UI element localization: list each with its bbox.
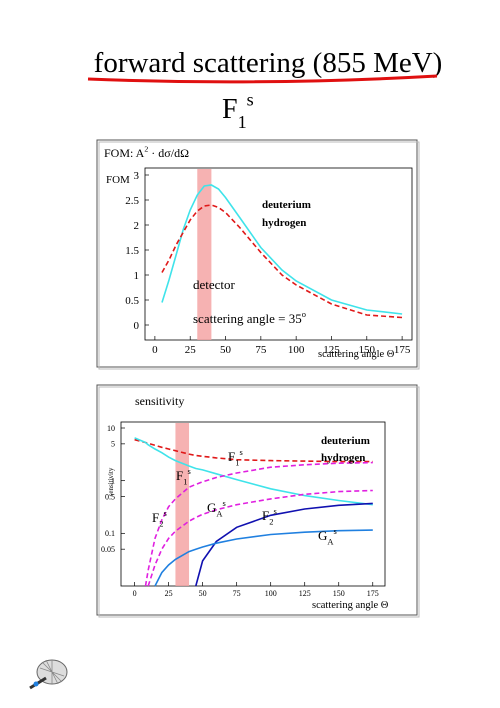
x-tick-label: 25 — [165, 589, 173, 598]
panel-frame — [96, 384, 418, 616]
x-tick-label: 175 — [394, 344, 411, 356]
panel-label: FOM: A2 · dσ/dΩ — [104, 145, 189, 160]
curve-label: F1s — [176, 466, 191, 486]
subtitle-part: F — [222, 94, 238, 125]
curve-label-part: G — [318, 528, 327, 543]
curve-label-part: F — [228, 449, 235, 464]
series-line — [134, 438, 373, 463]
curve-label-part: F — [262, 508, 269, 523]
annotation: scattering angle = 35o — [193, 309, 306, 326]
y-tick-label: 10 — [107, 424, 115, 433]
y-axis-label: sensitivity — [107, 467, 115, 496]
y-tick-label: 0.1 — [105, 529, 115, 538]
series-line — [134, 437, 373, 506]
curve-label: F1s — [228, 447, 243, 467]
legend-entry: hydrogen — [262, 217, 306, 229]
annotation-part: scattering angle = 35 — [193, 311, 302, 326]
detector-band — [175, 423, 190, 586]
curve-label-part: F — [176, 468, 183, 483]
curve-label-part: 2 — [159, 519, 163, 529]
x-tick-label: 0 — [133, 589, 137, 598]
x-tick-label: 100 — [288, 344, 305, 356]
curve-label-part: s — [222, 498, 225, 508]
curve-label: F2s — [152, 508, 167, 528]
x-axis-label: scattering angle Θ — [312, 600, 389, 611]
legend-entry: hydrogen — [321, 452, 365, 464]
curve-label: GAs — [318, 526, 337, 546]
curve-label-part: 1 — [183, 477, 187, 487]
y-tick-label: 1 — [134, 270, 140, 282]
legend-entry: deuterium — [321, 435, 370, 447]
plot-frame — [144, 167, 413, 341]
series-line — [161, 184, 403, 315]
x-tick-label: 50 — [220, 344, 232, 356]
curve-label-part: s — [187, 466, 190, 476]
curve-label-part: A — [327, 537, 334, 547]
subtitle-part: s — [247, 89, 254, 109]
logo — [29, 659, 68, 690]
x-tick-label: 75 — [255, 344, 267, 356]
panel-label-part: sensitivity — [135, 394, 184, 408]
y-tick-label: 2.5 — [125, 195, 139, 207]
y-tick-label: 5 — [111, 440, 115, 449]
panel-shadow — [98, 141, 420, 370]
curve-label-part: A — [216, 509, 223, 519]
x-tick-label: 50 — [199, 589, 207, 598]
annotation-part: o — [302, 309, 306, 319]
curve-label-part: s — [333, 526, 336, 536]
panel-label-part: FOM: A — [104, 146, 145, 160]
title: forward scattering (855 MeV) — [94, 47, 443, 79]
subtitle: F1s — [222, 89, 254, 131]
x-tick-label: 25 — [185, 344, 197, 356]
title-underline — [87, 74, 438, 84]
curve-label-part: s — [273, 506, 276, 516]
y-tick-label: 0.5 — [125, 295, 139, 307]
y-axis-label: FOM — [106, 174, 130, 186]
curve-label-part: 1 — [235, 458, 239, 468]
series-line — [147, 489, 373, 587]
legend-entry: deuterium — [262, 199, 311, 211]
y-tick-label: 0.05 — [101, 545, 115, 554]
subtitle-part: 1 — [238, 112, 247, 132]
curve-label-part: F — [152, 510, 159, 525]
plot-frame — [120, 421, 386, 587]
curve-label-part: 2 — [269, 517, 273, 527]
y-tick-label: 2 — [134, 220, 140, 232]
panel-label-part: 2 — [144, 145, 148, 154]
x-tick-label: 125 — [323, 344, 340, 356]
y-tick-label: 1.5 — [125, 245, 139, 257]
y-tick-label: 3 — [134, 170, 140, 182]
curve-label: F2s — [262, 506, 277, 526]
annotation: detector — [193, 277, 236, 292]
x-axis-label: scattering angle Θ — [318, 349, 395, 360]
panel-label-part: · dσ/dΩ — [148, 146, 189, 160]
series-line — [144, 461, 373, 587]
x-tick-label: 175 — [367, 589, 379, 598]
x-tick-label: 75 — [233, 589, 241, 598]
series-line — [161, 204, 403, 319]
curve-label-part: s — [239, 447, 242, 457]
y-tick-label: 0.5 — [105, 492, 115, 501]
logo-ribs — [39, 659, 65, 685]
series-line — [154, 529, 373, 587]
series-line — [195, 502, 373, 587]
logo-dot — [33, 681, 39, 687]
x-tick-label: 150 — [333, 589, 345, 598]
detector-band — [197, 169, 212, 340]
panel-shadow — [98, 386, 420, 618]
x-tick-label: 125 — [299, 589, 311, 598]
x-tick-label: 0 — [152, 344, 158, 356]
x-tick-label: 150 — [359, 344, 376, 356]
curve-label-part: G — [207, 500, 216, 515]
curve-label-part: s — [163, 508, 166, 518]
curve-label: GAs — [207, 498, 226, 518]
panel-label: sensitivity — [135, 394, 184, 408]
panel-frame — [96, 139, 418, 368]
y-tick-label: 0 — [134, 320, 140, 332]
y-tick-label: 1 — [111, 476, 115, 485]
x-tick-label: 100 — [265, 589, 277, 598]
